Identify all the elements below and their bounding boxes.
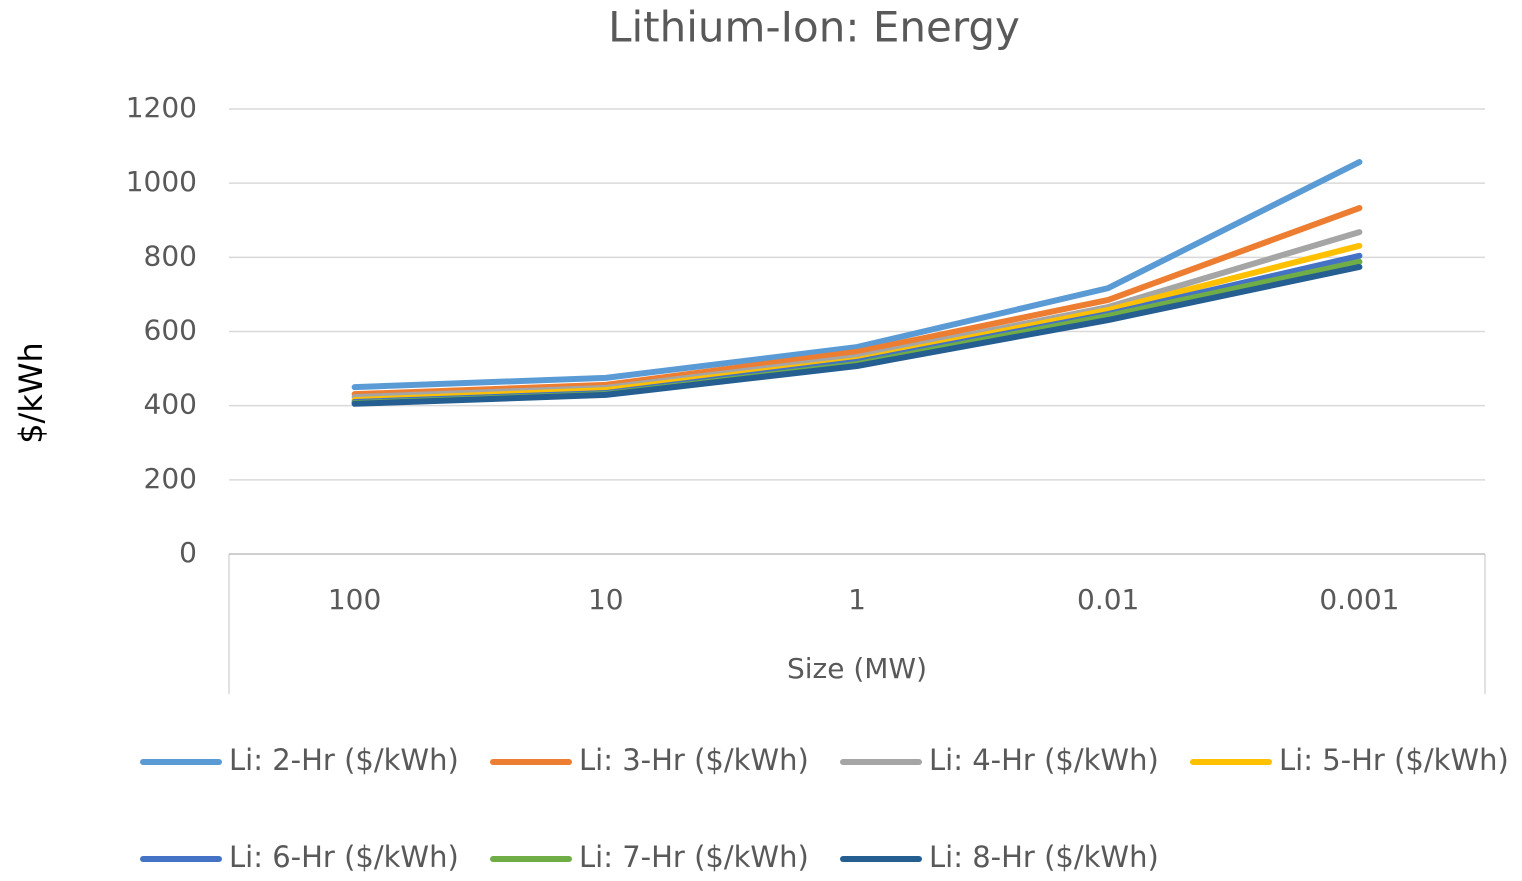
- legend-label: Li: 6-Hr ($/kWh): [229, 840, 459, 874]
- x-tick-label: 0.01: [1077, 583, 1139, 616]
- legend-label: Li: 7-Hr ($/kWh): [579, 840, 809, 874]
- legend-label: Li: 8-Hr ($/kWh): [929, 840, 1159, 874]
- chart-title: Lithium-Ion: Energy: [608, 3, 1020, 52]
- x-tick-label: 1: [848, 583, 866, 616]
- legend-label: Li: 5-Hr ($/kWh): [1279, 743, 1509, 777]
- y-tick-label: 1000: [126, 165, 197, 198]
- x-tick-label: 10: [588, 583, 624, 616]
- x-axis-label: Size (MW): [787, 652, 927, 685]
- legend-label: Li: 3-Hr ($/kWh): [579, 743, 809, 777]
- y-tick-label: 1200: [126, 91, 197, 124]
- x-tick-label: 100: [328, 583, 381, 616]
- series-line: [351, 263, 1363, 407]
- series-line: [351, 242, 1363, 404]
- x-tick-label: 0.001: [1319, 583, 1399, 616]
- y-tick-label: 400: [144, 388, 197, 421]
- y-axis-label: $/kWh: [12, 342, 50, 444]
- series-line: [351, 159, 1363, 391]
- legend-label: Li: 4-Hr ($/kWh): [929, 743, 1159, 777]
- y-tick-label: 600: [144, 314, 197, 347]
- y-tick-label: 800: [144, 239, 197, 272]
- y-tick-label: 200: [144, 462, 197, 495]
- legend-label: Li: 2-Hr ($/kWh): [229, 743, 459, 777]
- y-tick-label: 0: [179, 536, 197, 569]
